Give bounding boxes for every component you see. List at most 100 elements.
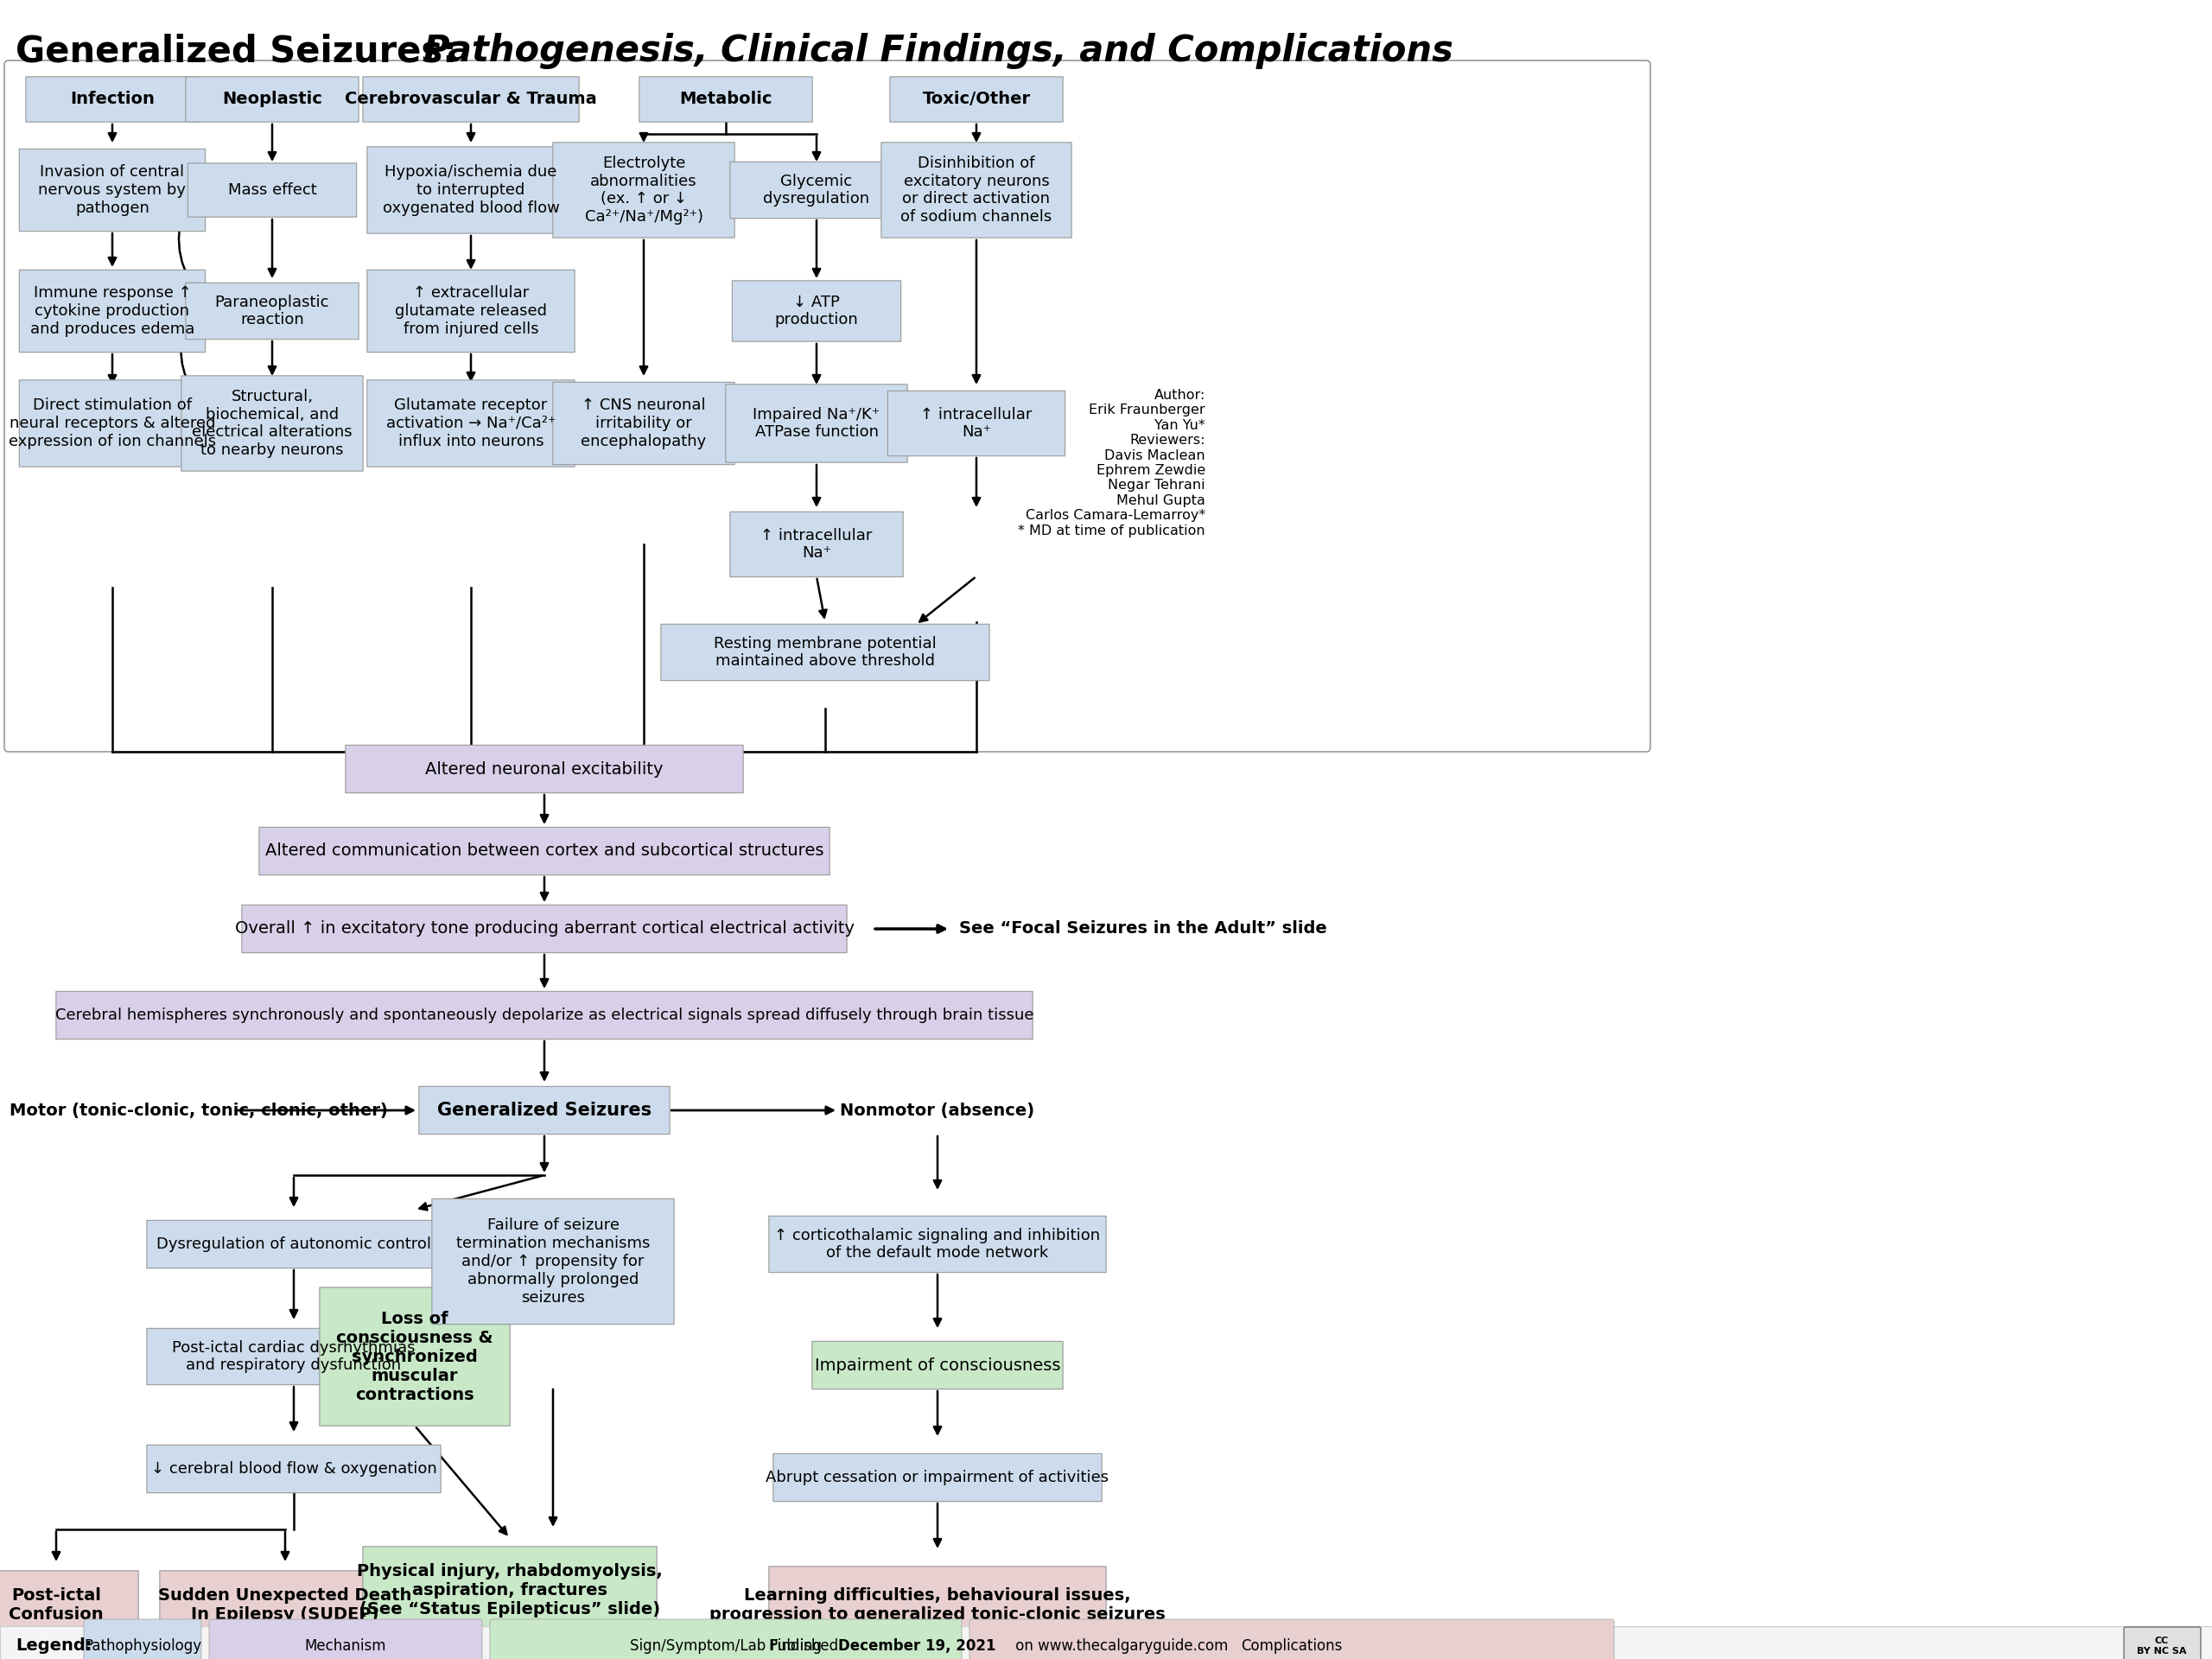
- Text: Disinhibition of
excitatory neurons
or direct activation
of sodium channels: Disinhibition of excitatory neurons or d…: [900, 156, 1053, 226]
- Text: ↓ cerebral blood flow & oxygenation: ↓ cerebral blood flow & oxygenation: [150, 1462, 436, 1477]
- Text: Nonmotor (absence): Nonmotor (absence): [841, 1102, 1035, 1118]
- Text: Cerebral hemispheres synchronously and spontaneously depolarize as electrical si: Cerebral hemispheres synchronously and s…: [55, 1007, 1033, 1024]
- FancyBboxPatch shape: [241, 904, 847, 952]
- FancyBboxPatch shape: [146, 1329, 440, 1385]
- FancyBboxPatch shape: [887, 392, 1066, 456]
- Text: Post-ictal
Confusion: Post-ictal Confusion: [9, 1588, 104, 1623]
- Text: Learning difficulties, behavioural issues,
progression to generalized tonic-clon: Learning difficulties, behavioural issue…: [710, 1588, 1166, 1623]
- Text: Cerebrovascular & Trauma: Cerebrovascular & Trauma: [345, 91, 597, 108]
- FancyBboxPatch shape: [730, 163, 902, 219]
- FancyBboxPatch shape: [367, 146, 575, 234]
- FancyBboxPatch shape: [363, 76, 580, 123]
- FancyBboxPatch shape: [969, 1619, 1615, 1659]
- Text: ↑ intracellular
Na⁺: ↑ intracellular Na⁺: [920, 406, 1033, 440]
- Text: Pathogenesis, Clinical Findings, and Complications: Pathogenesis, Clinical Findings, and Com…: [422, 33, 1453, 70]
- Text: Complications: Complications: [1241, 1639, 1343, 1654]
- FancyBboxPatch shape: [84, 1619, 201, 1659]
- Text: ↑ extracellular
glutamate released
from injured cells: ↑ extracellular glutamate released from …: [396, 285, 546, 337]
- Text: on www.thecalgaryguide.com: on www.thecalgaryguide.com: [1011, 1639, 1228, 1654]
- Text: Neoplastic: Neoplastic: [221, 91, 323, 108]
- FancyBboxPatch shape: [661, 624, 989, 680]
- Text: Resting membrane potential
maintained above threshold: Resting membrane potential maintained ab…: [714, 635, 936, 669]
- Text: Infection: Infection: [71, 91, 155, 108]
- Text: ↑ corticothalamic signaling and inhibition
of the default mode network: ↑ corticothalamic signaling and inhibiti…: [774, 1228, 1099, 1261]
- FancyBboxPatch shape: [770, 1566, 1106, 1644]
- FancyBboxPatch shape: [20, 270, 206, 352]
- Text: Sign/Symptom/Lab Finding: Sign/Symptom/Lab Finding: [630, 1639, 821, 1654]
- FancyBboxPatch shape: [20, 380, 206, 466]
- FancyBboxPatch shape: [363, 1546, 657, 1632]
- FancyBboxPatch shape: [146, 1445, 440, 1493]
- FancyBboxPatch shape: [489, 1619, 962, 1659]
- FancyBboxPatch shape: [259, 828, 830, 874]
- Text: Mass effect: Mass effect: [228, 182, 316, 197]
- Text: ↓ ATP
production: ↓ ATP production: [774, 294, 858, 328]
- Text: Abrupt cessation or impairment of activities: Abrupt cessation or impairment of activi…: [765, 1470, 1108, 1485]
- FancyBboxPatch shape: [188, 163, 356, 217]
- Text: CC
BY NC SA: CC BY NC SA: [2137, 1637, 2188, 1656]
- FancyBboxPatch shape: [2124, 1627, 2201, 1659]
- FancyBboxPatch shape: [0, 1571, 139, 1641]
- Text: Loss of
consciousness &
synchronized
muscular
contractions: Loss of consciousness & synchronized mus…: [336, 1311, 493, 1404]
- Text: Invasion of central
nervous system by
pathogen: Invasion of central nervous system by pa…: [38, 164, 186, 216]
- Text: Immune response ↑
cytokine production
and produces edema: Immune response ↑ cytokine production an…: [31, 285, 195, 337]
- Text: Mechanism: Mechanism: [305, 1639, 387, 1654]
- Text: Physical injury, rhabdomyolysis,
aspiration, fractures
(See “Status Epilepticus”: Physical injury, rhabdomyolysis, aspirat…: [356, 1563, 664, 1618]
- Text: See “Focal Seizures in the Adult” slide: See “Focal Seizures in the Adult” slide: [960, 921, 1327, 937]
- FancyBboxPatch shape: [345, 745, 743, 793]
- Text: Paraneoplastic
reaction: Paraneoplastic reaction: [215, 294, 330, 328]
- Text: Author:
Erik Fraunberger
Yan Yu*
Reviewers:
Davis Maclean
Ephrem Zewdie
Negar Te: Author: Erik Fraunberger Yan Yu* Reviewe…: [1018, 388, 1206, 538]
- FancyBboxPatch shape: [146, 1221, 440, 1267]
- FancyBboxPatch shape: [27, 76, 199, 123]
- Text: Toxic/Other: Toxic/Other: [922, 91, 1031, 108]
- FancyBboxPatch shape: [553, 143, 734, 237]
- FancyBboxPatch shape: [880, 143, 1071, 237]
- Text: Failure of seizure
termination mechanisms
and/or ↑ propensity for
abnormally pro: Failure of seizure termination mechanism…: [456, 1218, 650, 1306]
- FancyBboxPatch shape: [431, 1199, 675, 1324]
- Text: Dysregulation of autonomic control: Dysregulation of autonomic control: [157, 1236, 431, 1253]
- Text: Direct stimulation of
neural receptors & altered
expression of ion channels: Direct stimulation of neural receptors &…: [9, 398, 217, 450]
- Text: Motor (tonic-clonic, tonic, clonic, other): Motor (tonic-clonic, tonic, clonic, othe…: [9, 1102, 387, 1118]
- FancyBboxPatch shape: [159, 1571, 411, 1641]
- FancyBboxPatch shape: [418, 1087, 670, 1135]
- FancyBboxPatch shape: [732, 280, 900, 342]
- Text: Impairment of consciousness: Impairment of consciousness: [814, 1357, 1060, 1374]
- Text: Hypoxia/ischemia due
to interrupted
oxygenated blood flow: Hypoxia/ischemia due to interrupted oxyg…: [383, 164, 560, 216]
- FancyBboxPatch shape: [730, 513, 902, 577]
- Text: Electrolyte
abnormalities
(ex. ↑ or ↓
Ca²⁺/Na⁺/Mg²⁺): Electrolyte abnormalities (ex. ↑ or ↓ Ca…: [584, 156, 703, 226]
- Text: Generalized Seizures:: Generalized Seizures:: [15, 33, 469, 70]
- FancyBboxPatch shape: [20, 149, 206, 231]
- FancyBboxPatch shape: [889, 76, 1064, 123]
- Text: Legend:: Legend:: [15, 1637, 93, 1654]
- FancyBboxPatch shape: [186, 282, 358, 340]
- Text: Altered communication between cortex and subcortical structures: Altered communication between cortex and…: [265, 843, 823, 859]
- Text: ↑ CNS neuronal
irritability or
encephalopathy: ↑ CNS neuronal irritability or encephalo…: [582, 398, 706, 450]
- Text: Glutamate receptor
activation → Na⁺/Ca²⁺
influx into neurons: Glutamate receptor activation → Na⁺/Ca²⁺…: [387, 398, 555, 450]
- Text: ↑ intracellular
Na⁺: ↑ intracellular Na⁺: [761, 528, 872, 561]
- Text: Structural,
biochemical, and
electrical alterations
to nearby neurons: Structural, biochemical, and electrical …: [192, 388, 352, 458]
- Text: Post-ictal cardiac dysrhythmias
and respiratory dysfunction: Post-ictal cardiac dysrhythmias and resp…: [173, 1340, 416, 1374]
- Text: Altered neuronal excitability: Altered neuronal excitability: [425, 761, 664, 776]
- FancyBboxPatch shape: [770, 1216, 1106, 1272]
- FancyBboxPatch shape: [812, 1342, 1064, 1389]
- FancyBboxPatch shape: [639, 76, 812, 123]
- FancyBboxPatch shape: [774, 1453, 1102, 1501]
- FancyBboxPatch shape: [55, 992, 1033, 1039]
- Text: Sudden Unexpected Death
In Epilepsy (SUDEP): Sudden Unexpected Death In Epilepsy (SUD…: [159, 1588, 411, 1623]
- FancyBboxPatch shape: [210, 1619, 482, 1659]
- FancyBboxPatch shape: [726, 385, 907, 463]
- Text: Metabolic: Metabolic: [679, 91, 772, 108]
- Text: Overall ↑ in excitatory tone producing aberrant cortical electrical activity: Overall ↑ in excitatory tone producing a…: [234, 921, 854, 937]
- Text: Glycemic
dysregulation: Glycemic dysregulation: [763, 173, 869, 207]
- FancyBboxPatch shape: [181, 375, 363, 471]
- Text: Generalized Seizures: Generalized Seizures: [438, 1102, 653, 1118]
- FancyBboxPatch shape: [553, 382, 734, 465]
- Text: Published: Published: [770, 1639, 843, 1654]
- FancyBboxPatch shape: [367, 270, 575, 352]
- FancyBboxPatch shape: [186, 76, 358, 123]
- FancyBboxPatch shape: [367, 380, 575, 466]
- Text: Impaired Na⁺/K⁺
ATPase function: Impaired Na⁺/K⁺ ATPase function: [752, 406, 880, 440]
- Text: December 19, 2021: December 19, 2021: [838, 1639, 995, 1654]
- Text: Pathophysiology: Pathophysiology: [84, 1639, 201, 1654]
- FancyBboxPatch shape: [0, 1626, 2212, 1659]
